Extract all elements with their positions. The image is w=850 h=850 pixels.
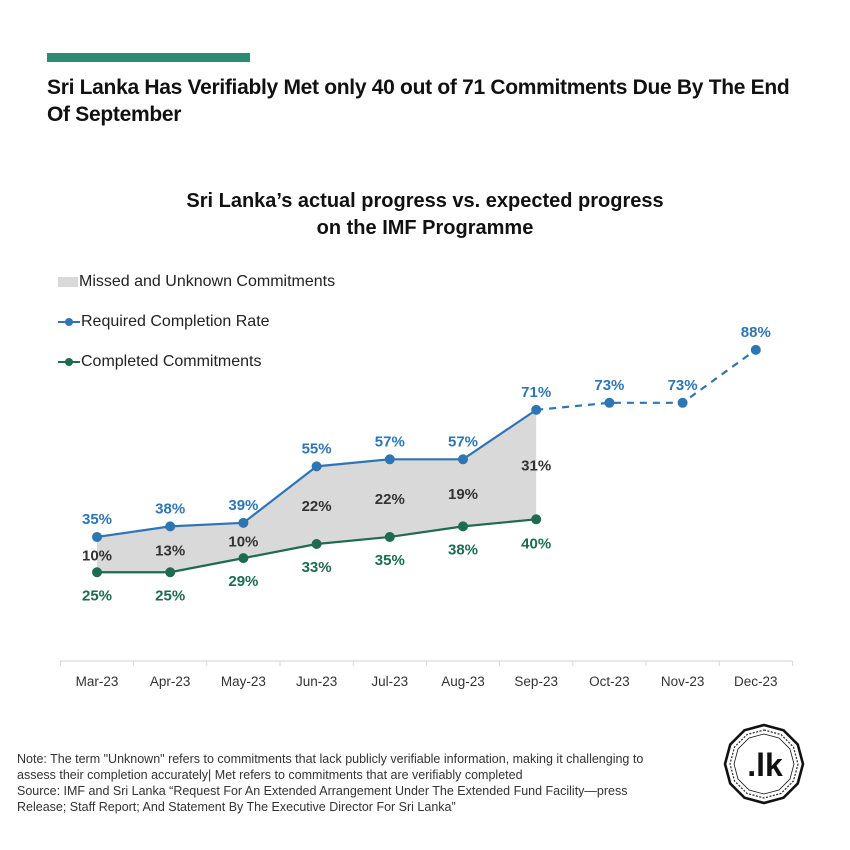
footnote: Note: The term "Unknown" refers to commi… — [17, 751, 657, 815]
completed-point — [531, 514, 542, 525]
required-rate-point — [311, 461, 322, 472]
accent-bar — [47, 53, 250, 62]
missed-unknown-label: 10% — [82, 548, 112, 565]
legend-line-marker-icon — [58, 352, 80, 372]
required-rate-label: 73% — [668, 377, 698, 394]
completed-point — [458, 521, 468, 532]
completed-point — [384, 531, 395, 542]
required-rate-point — [531, 404, 542, 415]
required-rate-label: 35% — [82, 511, 112, 528]
required-rate-point — [677, 397, 688, 408]
completed-label: 35% — [375, 552, 405, 569]
required-rate-point — [384, 454, 395, 465]
chart-title: Sri Lanka’s actual progress vs. expected… — [0, 188, 850, 242]
required-rate-point — [238, 517, 249, 528]
completed-label: 25% — [155, 587, 185, 604]
x-tick-label: Nov-23 — [661, 674, 705, 689]
x-tick-label: Mar-23 — [76, 674, 119, 689]
completed-point — [165, 567, 176, 578]
chart-title-line-1: Sri Lanka’s actual progress vs. expected… — [186, 190, 664, 212]
required-rate-point — [750, 344, 761, 355]
required-rate-label: 38% — [155, 500, 185, 517]
headline: Sri Lanka Has Verifiably Met only 40 out… — [47, 76, 790, 126]
completed-label: 25% — [82, 587, 112, 604]
required-rate-label: 39% — [228, 497, 258, 514]
missed-unknown-label: 31% — [521, 458, 551, 475]
chart-title-line-2: on the IMF Programme — [316, 217, 534, 239]
completed-point — [92, 567, 102, 578]
required-rate-point — [458, 454, 468, 465]
required-rate-label: 88% — [741, 324, 771, 341]
legend-label: Completed Commitments — [81, 353, 262, 370]
x-tick-label: Jul-23 — [371, 674, 408, 689]
missed-unknown-label: 13% — [155, 542, 185, 559]
missed-unknown-label: 22% — [302, 498, 332, 515]
missed-unknown-label: 10% — [228, 533, 258, 550]
x-tick-label: Oct-23 — [589, 674, 630, 689]
completed-point — [311, 539, 322, 550]
legend-item-completed: Completed Commitments — [58, 352, 335, 372]
required-rate-label: 57% — [375, 433, 405, 450]
completed-label: 33% — [302, 559, 332, 576]
footnote-source: Source: IMF and Sri Lanka “Request For A… — [17, 784, 628, 814]
x-tick-label: Sep-23 — [514, 674, 558, 689]
logo-text: .lk — [747, 747, 783, 783]
legend: Missed and Unknown Commitments Required … — [58, 272, 335, 392]
required-rate-point — [604, 397, 615, 408]
x-tick-label: Apr-23 — [150, 674, 191, 689]
x-tick-label: May-23 — [221, 674, 266, 689]
x-tick-label: Jun-23 — [296, 674, 337, 689]
required-rate-point — [165, 521, 176, 532]
required-rate-label: 55% — [302, 440, 332, 457]
lk-logo-icon: .lk — [723, 723, 805, 805]
required-rate-point — [92, 531, 102, 542]
completed-label: 29% — [228, 573, 258, 590]
completed-label: 38% — [448, 541, 478, 558]
legend-item-required: Required Completion Rate — [58, 312, 335, 332]
x-tick-label: Dec-23 — [734, 674, 778, 689]
completed-point — [238, 553, 249, 564]
legend-area-swatch — [58, 277, 78, 287]
required-rate-label: 57% — [448, 433, 478, 450]
missed-unknown-label: 19% — [448, 486, 478, 503]
required-rate-projected-line — [536, 348, 757, 411]
footnote-note: Note: The term "Unknown" refers to commi… — [17, 752, 644, 782]
legend-label: Missed and Unknown Commitments — [79, 273, 336, 290]
legend-item-missed: Missed and Unknown Commitments — [58, 272, 335, 292]
required-rate-label: 71% — [521, 384, 551, 401]
completed-label: 40% — [521, 535, 551, 552]
x-tick-label: Aug-23 — [441, 674, 485, 689]
missed-unknown-area — [97, 409, 537, 573]
missed-unknown-label: 22% — [375, 491, 405, 508]
legend-line-marker-icon — [58, 312, 80, 332]
legend-label: Required Completion Rate — [81, 313, 270, 330]
required-rate-label: 73% — [594, 377, 624, 394]
